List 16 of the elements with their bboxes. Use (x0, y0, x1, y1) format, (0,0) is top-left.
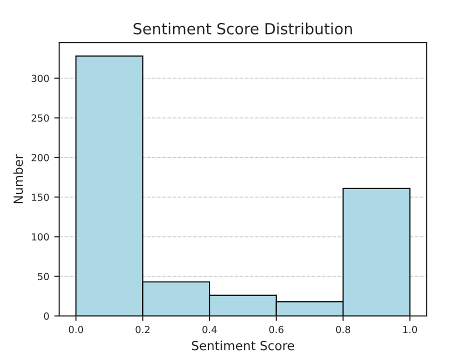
y-tick-label: 200 (32, 154, 49, 162)
chart-title: Sentiment Score Distribution (134, 22, 352, 34)
x-tick-label: 0.0 (68, 326, 84, 334)
x-tick-label: 0.4 (202, 326, 217, 334)
x-axis-title: Sentiment Score (192, 340, 294, 350)
y-tick-label: 100 (32, 233, 49, 241)
y-tick-label: 300 (32, 74, 49, 82)
y-tick-label: 250 (32, 114, 49, 122)
y-tick-label: 150 (32, 194, 49, 201)
y-tick-label: 0 (44, 312, 49, 320)
y-axis-title: Number (13, 154, 23, 204)
x-tick-label: 1.0 (403, 326, 417, 334)
y-tick-label: 50 (38, 272, 49, 280)
x-tick-label: 0.8 (336, 326, 350, 334)
x-tick-label: 0.6 (269, 326, 284, 334)
x-tick-label: 0.2 (136, 326, 150, 334)
